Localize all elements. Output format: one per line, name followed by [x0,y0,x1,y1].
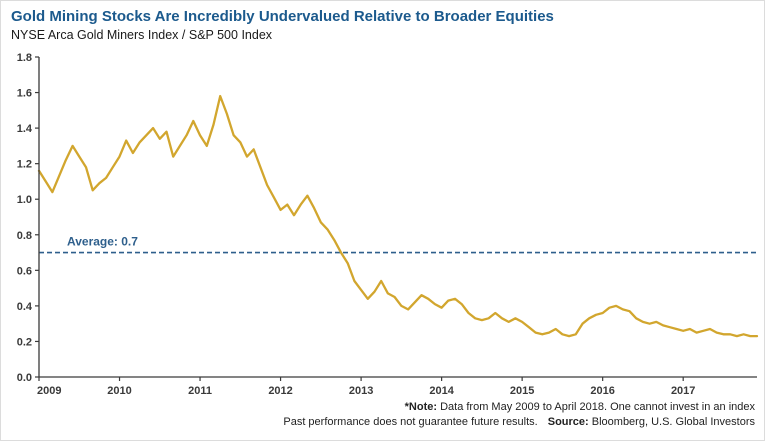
y-tick-label: 0.4 [17,301,33,313]
x-tick-label: 2017 [671,385,695,397]
y-tick-label: 1.4 [17,123,33,135]
chart-subtitle: NYSE Arca Gold Miners Index / S&P 500 In… [11,28,273,42]
x-tick-label: 2016 [590,385,614,397]
y-tick-label: 0.6 [17,265,32,277]
note-label: *Note: [404,401,438,413]
y-tick-label: 1.6 [17,88,32,100]
chart-header: Gold Mining Stocks Are Incredibly Underv… [11,7,754,43]
x-tick-label: 2011 [188,385,212,397]
y-tick-label: 1.2 [17,159,32,171]
y-tick-label: 0.2 [17,336,32,348]
chart-footnotes: *Note: Data from May 2009 to April 2018.… [11,400,755,430]
ratio-series-line [37,94,759,338]
y-tick-label: 0.0 [17,372,32,384]
y-tick-label: 1.0 [17,194,32,206]
source-label: Source: [547,416,589,428]
average-label: Average: 0.7 [67,235,138,249]
chart-title: Gold Mining Stocks Are Incredibly Underv… [11,8,554,25]
y-tick-label: 0.8 [17,230,32,242]
source-text: Bloomberg, U.S. Global Investors [588,416,755,428]
footnote-line-1: *Note: Data from May 2009 to April 2018.… [11,400,755,415]
x-tick-label: 2014 [429,385,454,397]
x-tick-label: 2015 [510,385,534,397]
performance-text: Past performance does not guarantee futu… [283,416,538,428]
y-tick-label: 1.8 [17,52,32,64]
ratio-line-chart: Average: 0.7 0.0 0.2 0.4 0.6 0.8 1.0 1.2 1.4 1.6 1… [17,52,759,397]
note-text: Data from May 2009 to April 2018. One ca… [437,401,755,413]
x-tick-label: 2012 [268,385,292,397]
footnote-line-2: Past performance does not guarantee futu… [11,415,755,430]
axes [38,57,757,378]
x-tick-label: 2013 [349,385,373,397]
x-tick-label: 2010 [107,385,131,397]
x-tick-label: 2009 [37,385,61,397]
